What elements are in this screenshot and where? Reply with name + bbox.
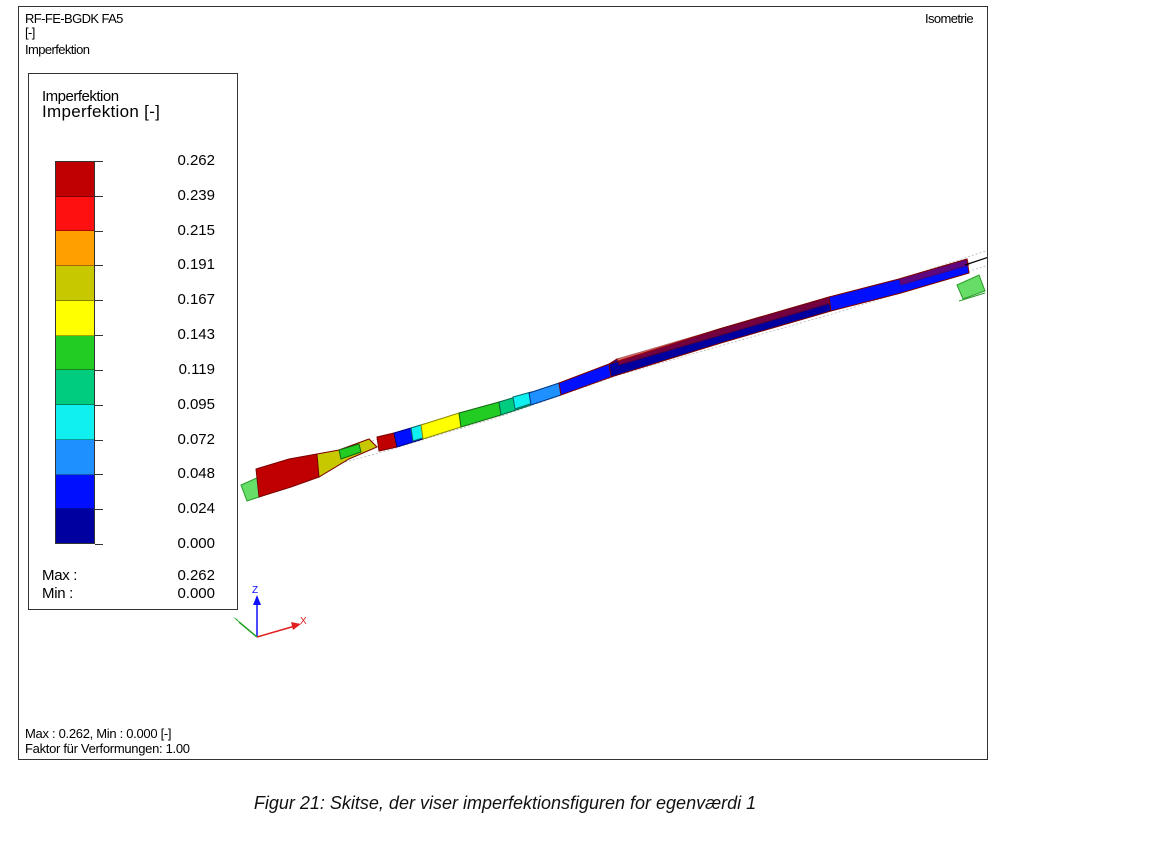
legend-tick	[95, 335, 103, 337]
color-legend-panel[interactable]: Imperfektion Imperfektion [-] Max : 0.26…	[28, 73, 238, 610]
legend-swatch	[56, 509, 94, 544]
legend-tick	[95, 265, 103, 267]
legend-tick	[95, 195, 103, 197]
legend-tick	[95, 509, 103, 511]
legend-min-label: Min :	[42, 585, 74, 602]
legend-min-value: 0.000	[177, 585, 215, 602]
legend-tick	[95, 230, 103, 232]
legend-value: 0.167	[177, 291, 215, 309]
legend-tick	[95, 474, 103, 476]
legend-swatch	[56, 439, 94, 475]
legend-value: 0.072	[177, 430, 215, 448]
legend-swatch	[56, 370, 94, 406]
legend-value: 0.191	[177, 256, 215, 274]
axis-z-label: Z	[252, 585, 259, 596]
legend-max-label: Max :	[42, 567, 78, 584]
legend-swatch	[56, 231, 94, 267]
axis-x-label: X	[300, 616, 307, 627]
legend-value: 0.048	[177, 465, 215, 483]
legend-max-value: 0.262	[177, 567, 215, 584]
legend-swatch	[56, 196, 94, 232]
view-label: Isometrie	[924, 11, 974, 26]
legend-tick	[95, 369, 103, 371]
legend-swatch	[56, 300, 94, 336]
legend-swatch	[56, 474, 94, 510]
legend-title-small: Imperfektion	[42, 88, 119, 105]
model-canvas[interactable]	[19, 7, 988, 760]
legend-color-bar	[55, 161, 95, 544]
result-unit: [-]	[25, 25, 35, 40]
legend-value: 0.143	[177, 326, 215, 344]
model-view[interactable]: RF-FE-BGDK FA5 [-] Imperfektion Isometri…	[18, 6, 988, 760]
footer-deformation-factor: Faktor für Verformungen: 1.00	[25, 741, 190, 756]
legend-swatch	[56, 266, 94, 301]
legend-value: 0.119	[178, 360, 215, 378]
legend-value: 0.262	[177, 152, 215, 169]
legend-value: 0.024	[177, 500, 215, 518]
result-type: Imperfektion	[25, 42, 90, 57]
beam-continuation	[964, 257, 987, 266]
legend-tick	[95, 300, 103, 302]
legend-value: 0.215	[177, 221, 215, 239]
legend-tick	[95, 161, 103, 162]
figure-caption: Figur 21: Skitse, der viser imperfektion…	[253, 793, 757, 813]
legend-swatch	[56, 405, 94, 440]
legend-value: 0.095	[177, 395, 215, 413]
legend-swatch	[56, 162, 94, 197]
legend-value: 0.239	[177, 186, 215, 204]
footer-maxmin: Max : 0.262, Min : 0.000 [-]	[25, 726, 172, 741]
result-title: RF-FE-BGDK FA5	[25, 11, 123, 26]
legend-value: 0.000	[177, 535, 215, 552]
legend-swatch	[56, 335, 94, 371]
legend-tick	[95, 404, 103, 406]
beam	[255, 258, 970, 498]
legend-tick	[95, 544, 103, 545]
axis-triad	[233, 595, 301, 638]
legend-tick	[95, 439, 103, 441]
support-right	[956, 274, 986, 302]
legend-title-large: Imperfektion [-]	[42, 102, 161, 121]
